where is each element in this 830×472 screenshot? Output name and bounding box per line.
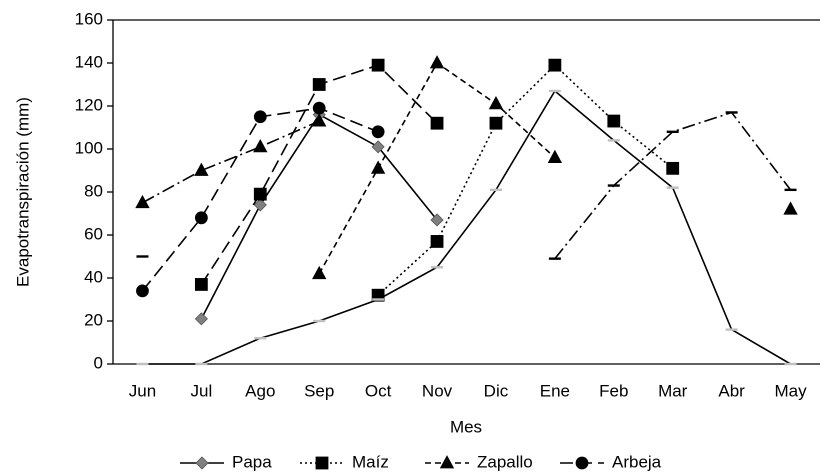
- x-tick-label: Nov: [422, 381, 453, 400]
- y-tick-label: 60: [84, 224, 103, 243]
- marker-square: [607, 114, 621, 128]
- marker-dash: [666, 186, 679, 189]
- marker-triangle: [370, 160, 386, 174]
- y-tick-label: 100: [75, 138, 103, 157]
- x-tick-label: Feb: [599, 381, 628, 400]
- marker-square: [312, 78, 326, 91]
- marker-dash: [607, 139, 620, 142]
- x-tick-label: Dic: [484, 381, 509, 400]
- series-line: [200, 113, 438, 320]
- marker-diamond: [371, 140, 385, 154]
- marker-dash: [666, 130, 679, 133]
- marker-dash: [548, 89, 561, 93]
- y-tick-label: 80: [84, 181, 103, 200]
- marker-circle: [253, 110, 267, 124]
- marker-triangle: [488, 96, 504, 110]
- x-tick-label: Mar: [658, 381, 688, 400]
- x-tick-label: May: [774, 381, 807, 400]
- marker-diamond: [253, 198, 267, 212]
- marker-circle: [136, 284, 149, 298]
- legend-marker: [575, 456, 589, 470]
- marker-dash: [725, 328, 738, 331]
- legend-label: Arbeja: [612, 452, 662, 471]
- x-tick-label: Jun: [129, 381, 156, 400]
- x-tick-label: Ene: [540, 381, 570, 400]
- y-tick-label: 0: [94, 353, 103, 372]
- marker-square: [253, 187, 267, 201]
- marker-square: [430, 116, 444, 130]
- marker-dash: [489, 188, 502, 192]
- legend-marker: [315, 456, 329, 470]
- marker-dash: [784, 188, 797, 192]
- marker-diamond: [194, 312, 208, 326]
- marker-triangle: [135, 194, 150, 209]
- series-line: [554, 111, 792, 260]
- series-line: [142, 89, 791, 365]
- marker-dash: [725, 111, 738, 114]
- marker-dash: [548, 257, 561, 260]
- marker-dash: [431, 266, 444, 269]
- legend-marker: [439, 455, 455, 469]
- marker-diamond: [430, 213, 444, 227]
- legend-label: Zapallo: [477, 452, 533, 471]
- y-tick-label: 40: [84, 267, 103, 286]
- marker-dash: [136, 362, 149, 366]
- marker-circle: [312, 101, 326, 115]
- marker-square: [371, 58, 385, 72]
- y-tick-label: 140: [75, 52, 103, 71]
- marker-dash: [607, 184, 620, 187]
- y-axis-title: Evapotranspiración (mm): [13, 97, 32, 287]
- marker-square: [430, 235, 444, 248]
- legend-label: Papa: [232, 452, 272, 471]
- series-line: [142, 121, 790, 209]
- marker-dash: [195, 362, 208, 366]
- marker-triangle: [547, 149, 563, 163]
- marker-dash: [372, 298, 385, 301]
- marker-triangle: [312, 265, 327, 280]
- x-tick-label: Sep: [304, 381, 334, 400]
- marker-square: [194, 278, 208, 291]
- marker-square: [666, 161, 680, 175]
- marker-circle: [371, 125, 385, 139]
- marker-triangle: [783, 201, 798, 215]
- marker-triangle: [312, 113, 327, 127]
- x-tick-label: Oct: [365, 381, 392, 400]
- marker-dash: [136, 255, 149, 258]
- marker-dash: [254, 337, 267, 340]
- x-tick-label: Jul: [191, 381, 213, 400]
- legend-label: Maíz: [352, 452, 389, 471]
- marker-square: [489, 116, 503, 130]
- marker-circle: [194, 211, 208, 225]
- marker-dash: [784, 362, 797, 366]
- y-tick-label: 20: [84, 310, 103, 329]
- marker-triangle: [253, 139, 268, 153]
- marker-square: [548, 58, 562, 72]
- marker-dash: [313, 319, 326, 323]
- x-tick-label: Ago: [245, 381, 275, 400]
- y-tick-label: 120: [75, 95, 103, 114]
- y-tick-label: 160: [75, 9, 103, 28]
- legend-marker: [195, 456, 209, 470]
- marker-triangle: [194, 162, 209, 176]
- series-line: [377, 64, 674, 296]
- marker-triangle: [429, 55, 445, 69]
- x-tick-label: Abr: [718, 381, 745, 400]
- x-axis-title: Mes: [450, 417, 482, 436]
